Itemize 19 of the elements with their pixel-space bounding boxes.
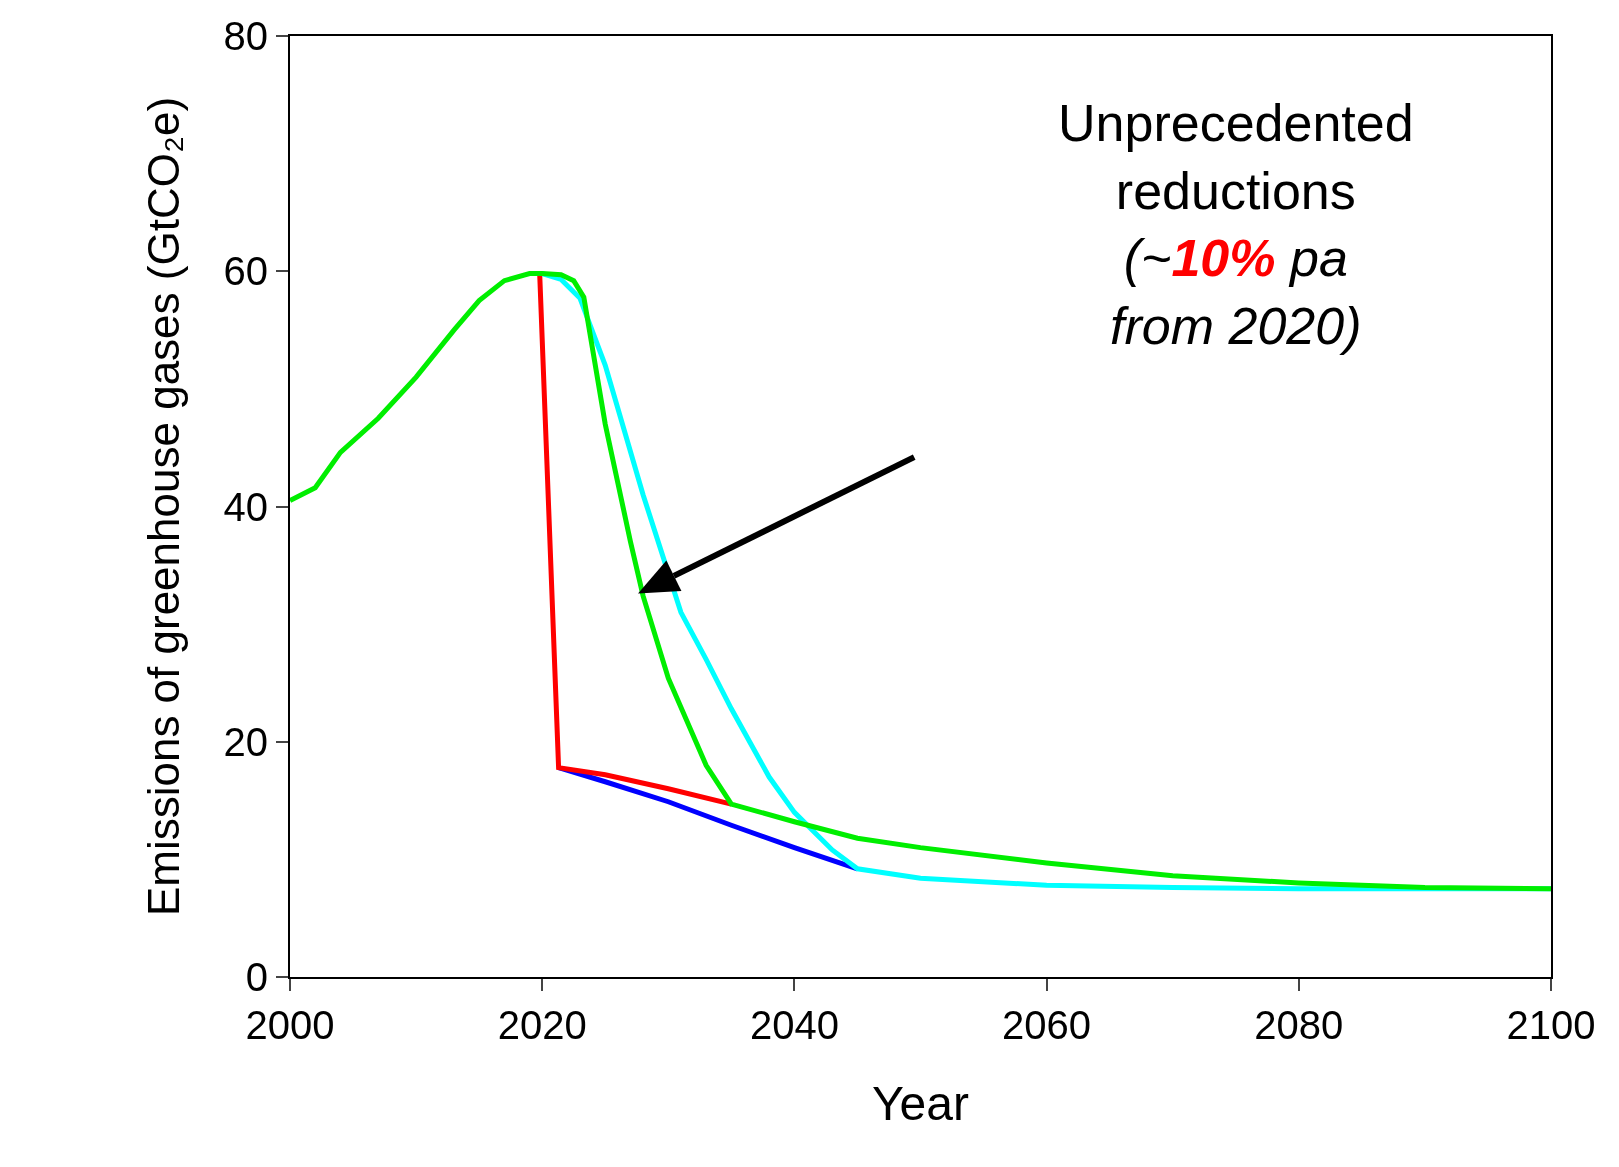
y-axis-title: Emissions of greenhouse gases (GtCO₂e) [139,96,189,917]
annotation: 10% [1171,229,1276,288]
y-tick-label: 40 [223,484,268,529]
x-tick-label: 2060 [1002,1003,1092,1047]
annotation: from 2020) [1110,296,1362,355]
x-tick-label: 2000 [245,1003,335,1047]
annotation: reductions [1115,161,1356,220]
x-tick-label: 2020 [497,1003,587,1047]
annotation: Unprecedented [1058,94,1414,152]
x-tick-label: 2100 [1506,1003,1596,1047]
x-tick-label: 2080 [1254,1003,1344,1047]
y-tick-label: 80 [223,14,268,58]
y-tick-label: 20 [223,719,268,764]
annotation: pa [1289,229,1348,288]
x-axis-title: Year [872,1076,970,1130]
y-tick-label: 0 [245,955,268,999]
y-tick-label: 60 [223,249,268,294]
annotation: (~ [1123,229,1172,288]
x-tick-label: 2040 [749,1003,839,1047]
